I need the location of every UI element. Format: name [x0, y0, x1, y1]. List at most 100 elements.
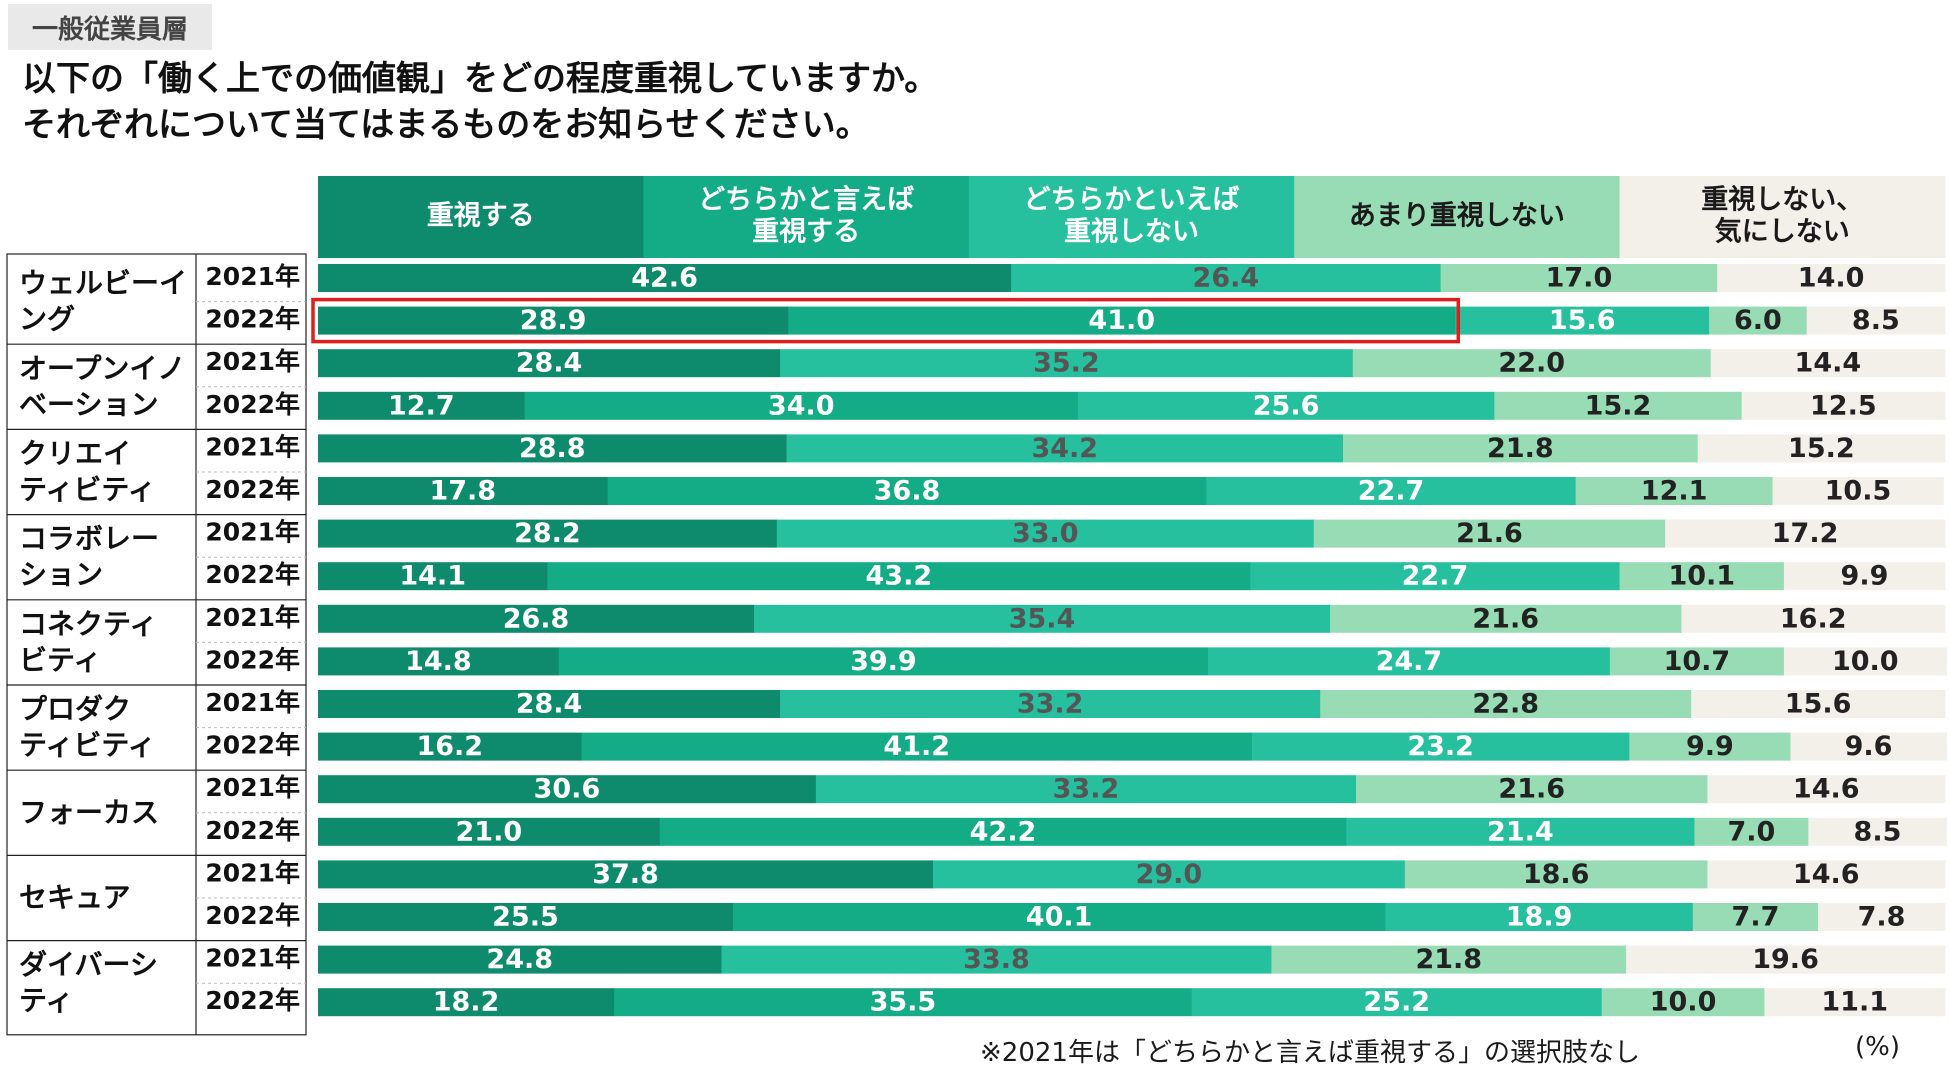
- legend-label-4: 重視しない、: [1701, 185, 1863, 216]
- data-label: 39.9: [850, 646, 917, 677]
- category-label: ティビティ: [19, 729, 156, 762]
- bar-segment: [318, 690, 781, 718]
- data-label: 18.2: [433, 987, 500, 1018]
- bar-segment: [1665, 519, 1946, 548]
- data-label: 35.2: [1033, 348, 1100, 379]
- year-label: 2021年: [205, 262, 300, 291]
- data-label: 33.0: [1012, 518, 1079, 549]
- bar-segment: [732, 903, 1386, 931]
- data-label: 33.8: [963, 944, 1030, 975]
- bar-segment: [659, 817, 1347, 846]
- data-label: 28.2: [514, 518, 581, 549]
- data-label: 26.8: [503, 603, 570, 634]
- year-label: 2021年: [205, 347, 300, 376]
- bar-segment: [1694, 817, 1809, 846]
- bar-segment: [318, 775, 817, 804]
- data-label: 17.8: [429, 476, 496, 507]
- data-label: 10.5: [1825, 476, 1892, 507]
- data-label: 15.2: [1585, 390, 1652, 421]
- bar-segment: [1681, 604, 1946, 633]
- question-title: 以下の「働く上での価値観」をどの程度重視していますか。 それぞれについて当てはま…: [22, 56, 1322, 148]
- data-label: 16.2: [1780, 603, 1847, 634]
- bar-segment: [318, 732, 582, 761]
- bar-segment: [318, 434, 787, 463]
- bar-segment: [788, 306, 1456, 335]
- data-label: 16.2: [416, 731, 483, 762]
- bar-segment: [1352, 349, 1712, 378]
- category-label: フォーカス: [19, 796, 159, 829]
- bar-segment: [318, 860, 934, 889]
- data-label: 21.6: [1456, 518, 1523, 549]
- data-label: 25.5: [492, 902, 559, 933]
- bar-segment: [1697, 434, 1946, 463]
- data-label: 34.0: [768, 390, 835, 421]
- bar-segment: [1808, 817, 1948, 846]
- bar-segment: [1717, 264, 1946, 292]
- label-table-border: [6, 253, 307, 1036]
- data-label: 33.2: [1017, 689, 1084, 720]
- category-label: セキュア: [19, 881, 130, 914]
- data-label: 14.6: [1793, 859, 1860, 890]
- data-label: 22.7: [1402, 561, 1469, 592]
- year-label: 2021年: [205, 688, 300, 717]
- legend-label-1: 重視する: [752, 217, 860, 248]
- bar-segment: [1385, 903, 1694, 931]
- bar-segment: [581, 732, 1253, 761]
- bar-segment: [1356, 775, 1708, 804]
- data-label: 24.8: [486, 944, 553, 975]
- bar-segment: [1626, 945, 1946, 974]
- data-label: 12.7: [388, 390, 455, 421]
- year-label: 2022年: [205, 390, 300, 419]
- bar-segment: [1710, 349, 1946, 378]
- legend-label-3: あまり重視しない: [1349, 201, 1565, 232]
- bar-segment: [318, 647, 560, 676]
- data-label: 9.6: [1845, 731, 1893, 762]
- bar-segment: [318, 306, 789, 335]
- bar-segment: [1692, 903, 1819, 931]
- data-label: 29.0: [1136, 859, 1203, 890]
- year-label: 2022年: [205, 645, 300, 674]
- unit-label: (%): [1855, 1032, 1900, 1062]
- bar-segment: [614, 988, 1193, 1017]
- data-label: 7.7: [1732, 902, 1780, 933]
- data-label: 12.1: [1641, 476, 1708, 507]
- data-label: 21.6: [1498, 774, 1565, 805]
- bar-segment: [1404, 860, 1708, 889]
- category-label: ベーション: [19, 388, 158, 421]
- data-label: 8.5: [1854, 816, 1902, 847]
- bar-segment: [318, 477, 609, 505]
- legend-label-2: どちらかといえば: [1024, 185, 1240, 216]
- segment-tag: 一般従業員層: [8, 4, 212, 50]
- data-label: 30.6: [534, 774, 601, 805]
- bar-segment: [1011, 264, 1442, 292]
- bar-segment: [1494, 391, 1743, 420]
- bar-segment: [1741, 391, 1946, 420]
- data-label: 14.0: [1798, 263, 1865, 294]
- bar-segment: [318, 519, 778, 548]
- bar-segment: [1343, 434, 1699, 463]
- year-label: 2022年: [205, 731, 300, 760]
- legend-label-1: どちらかと言えば: [698, 185, 914, 216]
- category-label: コラボレー: [19, 522, 159, 555]
- bar-segment: [786, 434, 1344, 463]
- data-label: 10.7: [1664, 646, 1731, 677]
- bar-segment: [318, 562, 548, 591]
- data-label: 21.8: [1487, 433, 1554, 464]
- bar-segment: [318, 391, 526, 420]
- data-label: 10.1: [1668, 561, 1735, 592]
- bar-segment: [1346, 817, 1695, 846]
- year-label: 2022年: [205, 305, 300, 334]
- data-label: 15.6: [1549, 305, 1616, 336]
- year-label: 2022年: [205, 986, 300, 1015]
- question-line-2: それぞれについて当てはまるものをお知らせください。: [22, 105, 870, 145]
- bar-segment: [1251, 732, 1630, 761]
- data-label: 42.6: [631, 263, 698, 294]
- bar-segment: [318, 903, 734, 931]
- category-label: ダイバーシ: [19, 948, 158, 981]
- year-label: 2022年: [205, 475, 300, 504]
- bar-segment: [1609, 647, 1785, 676]
- data-label: 14.8: [405, 646, 472, 677]
- bar-segment: [318, 264, 1012, 292]
- legend-swatch-3: [1294, 176, 1621, 258]
